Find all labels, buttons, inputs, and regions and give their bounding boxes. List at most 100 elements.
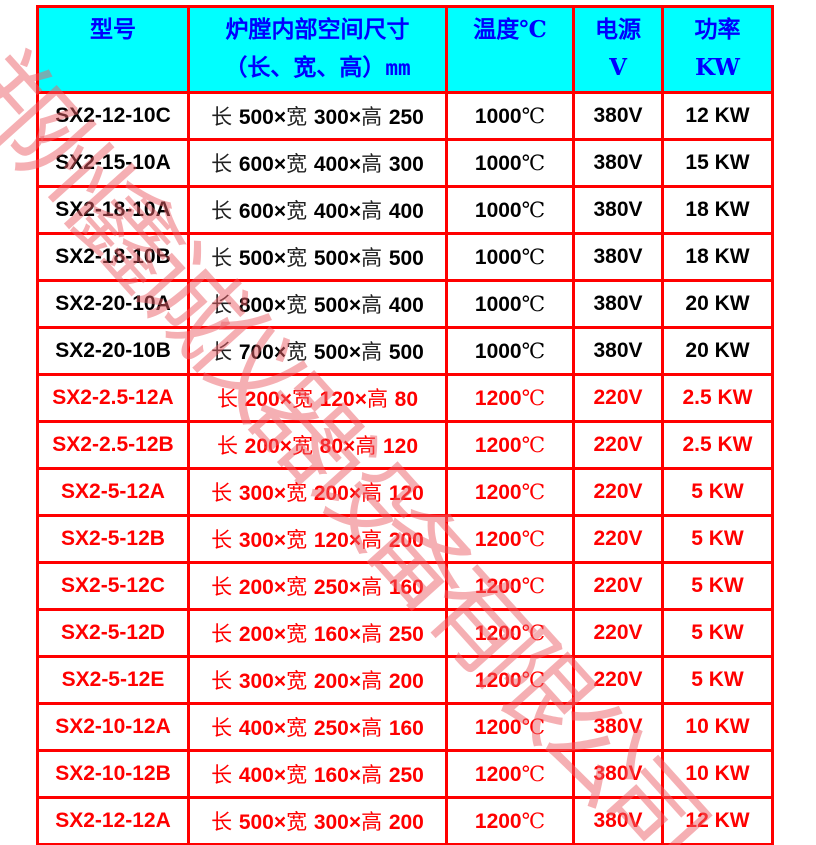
dim-width-label: 宽: [286, 810, 314, 834]
furnace-spec-table: 型号 炉膛内部空间尺寸 （长、宽、高）mm 温度℃ 电源 V 功率 KW: [36, 5, 774, 845]
dim-width-label: 宽: [286, 481, 314, 505]
table-row: SX2-10-12B 长 400×宽 160×高 250 1200℃ 380V 10 K…: [36, 749, 774, 799]
temperature-cell: 1200℃: [445, 702, 575, 752]
dim-width-label: 宽: [286, 293, 314, 317]
header-dimensions-unit: mm: [385, 56, 411, 80]
dim-length-value: 700×: [238, 341, 287, 364]
power-value: 12 KW: [685, 809, 750, 832]
dim-height-label: 高: [361, 481, 389, 505]
model-cell: SX2-20-10A: [36, 279, 190, 329]
dim-width-value: 200×: [313, 670, 362, 693]
dim-width-value: 300×: [313, 811, 362, 834]
dim-height-value: 400: [388, 200, 424, 223]
temperature-value: 1000: [474, 198, 522, 222]
power-value: 5 KW: [691, 527, 744, 550]
voltage-cell: 380V: [572, 91, 664, 141]
voltage-cell: 380V: [572, 279, 664, 329]
celsius-symbol: ℃: [521, 385, 546, 410]
dim-length-value: 300×: [238, 529, 287, 552]
dim-width-value: 500×: [313, 247, 362, 270]
celsius-symbol: ℃: [521, 620, 546, 645]
power-cell: 5 KW: [661, 655, 774, 705]
temperature-value: 1000: [474, 104, 522, 128]
table-row: SX2-5-12C 长 200×宽 250×高 160 1200℃ 220V 5 KW: [36, 561, 774, 611]
voltage-value: 380V: [593, 104, 643, 127]
temperature-cell: 1200℃: [445, 796, 575, 845]
table-row: SX2-5-12A 长 300×宽 200×高 120 1200℃ 220V 5 KW: [36, 467, 774, 517]
model-cell: SX2-18-10B: [36, 232, 190, 282]
celsius-symbol: ℃: [521, 291, 546, 316]
dim-width-label: 宽: [286, 246, 314, 270]
dim-width-value: 160×: [313, 623, 362, 646]
voltage-cell: 220V: [572, 467, 664, 517]
voltage-value: 380V: [593, 762, 643, 785]
model-value: SX2-18-10B: [55, 245, 171, 268]
model-value: SX2-2.5-12B: [52, 433, 174, 456]
dim-width-value: 200×: [313, 482, 362, 505]
dim-length-label: 长: [211, 293, 239, 317]
temperature-cell: 1000℃: [445, 232, 575, 282]
dimensions-cell: 长 800×宽 500×高 400: [187, 279, 448, 329]
power-value: 15 KW: [685, 151, 750, 174]
temperature-value: 1200: [474, 433, 522, 457]
power-value: 5 KW: [691, 480, 744, 503]
temperature-value: 1200: [474, 386, 522, 410]
celsius-symbol: ℃: [521, 714, 546, 739]
power-value: 5 KW: [691, 574, 744, 597]
temperature-value: 1200: [474, 527, 522, 551]
dim-width-label: 宽: [291, 387, 320, 411]
dimensions-cell: 长 600×宽 400×高 400: [187, 185, 448, 235]
table-row: SX2-2.5-12A 长 200×宽 120×高 80 1200℃ 220V 2.5 …: [36, 373, 774, 423]
voltage-cell: 220V: [572, 373, 664, 423]
temperature-cell: 1200℃: [445, 514, 575, 564]
temperature-cell: 1200℃: [445, 373, 575, 423]
dim-length-label: 长: [211, 622, 239, 646]
voltage-value: 220V: [593, 668, 643, 691]
dim-length-label: 长: [211, 246, 239, 270]
voltage-value: 220V: [593, 621, 643, 644]
dim-width-label: 宽: [286, 152, 314, 176]
dimensions-cell: 长 200×宽 250×高 160: [187, 561, 448, 611]
dim-length-label: 长: [211, 152, 239, 176]
voltage-value: 380V: [593, 151, 643, 174]
dim-height-value: 250: [388, 764, 424, 787]
table-row: SX2-5-12B 长 300×宽 120×高 200 1200℃ 220V 5 KW: [36, 514, 774, 564]
dim-height-value: 250: [388, 106, 424, 129]
header-power-line1: 功率: [694, 16, 741, 43]
voltage-value: 220V: [593, 527, 643, 550]
dim-length-label: 长: [211, 199, 239, 223]
dim-height-label: 高: [361, 528, 389, 552]
dim-width-value: 500×: [313, 341, 362, 364]
power-value: 10 KW: [685, 715, 750, 738]
dim-length-value: 400×: [238, 764, 287, 787]
dim-length-value: 300×: [238, 482, 287, 505]
dim-height-label: 高: [355, 434, 383, 458]
table-row: SX2-20-10B 长 700×宽 500×高 500 1000℃ 380V 20 K…: [36, 326, 774, 376]
dim-height-label: 高: [361, 152, 389, 176]
table-row: SX2-12-10C 长 500×宽 300×高 250 1000℃ 380V 12 K…: [36, 91, 774, 141]
voltage-value: 380V: [593, 339, 643, 362]
temperature-value: 1200: [474, 809, 522, 833]
power-cell: 12 KW: [661, 796, 774, 845]
dim-height-value: 200: [388, 529, 424, 552]
celsius-symbol: ℃: [521, 479, 546, 504]
model-cell: SX2-15-10A: [36, 138, 190, 188]
model-value: SX2-20-10B: [55, 339, 171, 362]
temperature-value: 1000: [474, 292, 522, 316]
dimensions-cell: 长 300×宽 200×高 200: [187, 655, 448, 705]
header-voltage: 电源 V: [572, 5, 664, 94]
header-temperature-label: 温度℃: [473, 16, 547, 43]
model-value: SX2-12-10C: [55, 104, 171, 127]
dim-height-label: 高: [361, 293, 389, 317]
temperature-value: 1200: [474, 621, 522, 645]
power-value: 12 KW: [685, 104, 750, 127]
dim-height-value: 500: [388, 341, 424, 364]
model-value: SX2-5-12A: [61, 480, 165, 503]
dim-width-value: 160×: [313, 764, 362, 787]
celsius-symbol: ℃: [521, 667, 546, 692]
celsius-symbol: ℃: [521, 761, 546, 786]
celsius-symbol: ℃: [521, 808, 546, 833]
dim-length-label: 长: [211, 810, 239, 834]
power-cell: 5 KW: [661, 561, 774, 611]
table-row: SX2-5-12D 长 200×宽 160×高 250 1200℃ 220V 5 KW: [36, 608, 774, 658]
